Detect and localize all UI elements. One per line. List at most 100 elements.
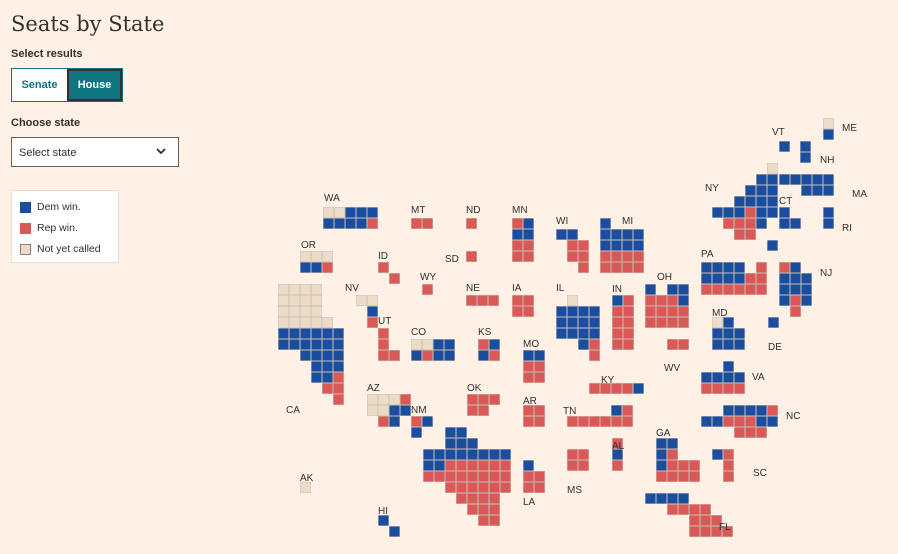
state-in[interactable]: [612, 295, 634, 350]
house-button[interactable]: House: [67, 69, 122, 101]
state-ky[interactable]: [589, 383, 644, 394]
state-la[interactable]: [523, 460, 545, 493]
state-vt[interactable]: [779, 141, 790, 152]
seat-dem: [345, 218, 356, 229]
legend-uncalled-label: Not yet called: [37, 243, 101, 255]
seat-rep: [523, 295, 534, 306]
state-mn[interactable]: [512, 218, 534, 262]
state-va[interactable]: [701, 361, 745, 394]
seat-uncalled: [322, 251, 333, 262]
state-az[interactable]: [367, 394, 411, 427]
seat-rep: [667, 504, 678, 515]
seat-dem: [500, 449, 511, 460]
state-hi[interactable]: [378, 515, 400, 537]
seat-dem: [723, 328, 734, 339]
seat-dem: [734, 372, 745, 383]
state-de[interactable]: [768, 317, 779, 328]
seat-dem: [423, 449, 434, 460]
seat-rep: [712, 383, 723, 394]
seat-rep: [711, 526, 722, 537]
seat-rep: [411, 218, 422, 229]
state-label-mi: MI: [622, 216, 633, 227]
state-label-oh: OH: [657, 272, 672, 283]
state-md[interactable]: [712, 317, 745, 350]
state-co[interactable]: [411, 339, 455, 361]
state-ma[interactable]: [779, 174, 834, 196]
seat-dem: [322, 361, 333, 372]
state-ak[interactable]: [300, 482, 311, 493]
seat-dem: [767, 185, 778, 196]
state-ct[interactable]: [779, 207, 801, 229]
state-ms[interactable]: [567, 449, 589, 471]
state-al[interactable]: [612, 438, 623, 471]
state-wv[interactable]: [667, 339, 689, 350]
seat-uncalled: [378, 405, 389, 416]
state-wi[interactable]: [556, 229, 589, 273]
state-ny[interactable]: [712, 163, 778, 251]
state-sd[interactable]: [466, 251, 477, 262]
state-nm[interactable]: [411, 416, 433, 438]
seat-rep: [478, 493, 489, 504]
state-wy[interactable]: [422, 284, 433, 295]
state-label-pa: PA: [701, 249, 714, 260]
seat-uncalled: [389, 394, 400, 405]
state-nd[interactable]: [466, 218, 477, 229]
state-ri[interactable]: [823, 207, 834, 229]
seat-dem: [311, 339, 322, 350]
state-ok[interactable]: [467, 394, 500, 416]
seat-rep: [489, 504, 500, 515]
seat-dem: [667, 438, 678, 449]
seat-dem: [622, 229, 633, 240]
seat-rep: [389, 350, 400, 361]
state-il[interactable]: [556, 295, 600, 361]
seat-rep: [434, 471, 445, 482]
seat-uncalled: [712, 317, 723, 328]
state-ia[interactable]: [512, 295, 534, 317]
seat-uncalled: [322, 317, 333, 328]
state-sc[interactable]: [712, 449, 734, 482]
state-nj[interactable]: [779, 262, 812, 317]
seat-dem: [756, 416, 767, 427]
state-ca[interactable]: [278, 284, 344, 405]
state-ar[interactable]: [523, 405, 545, 427]
state-pa[interactable]: [701, 262, 767, 295]
seat-dem: [456, 449, 467, 460]
state-mi[interactable]: [600, 218, 644, 273]
seat-dem: [801, 174, 812, 185]
seat-rep: [512, 251, 523, 262]
senate-button[interactable]: Senate: [21, 79, 58, 91]
state-label-ne: NE: [466, 283, 480, 294]
state-oh[interactable]: [645, 284, 689, 328]
state-me[interactable]: [823, 118, 834, 140]
seat-rep: [756, 273, 767, 284]
state-ne[interactable]: [466, 295, 499, 306]
seat-dem: [411, 350, 422, 361]
state-or[interactable]: [300, 251, 333, 273]
state-select[interactable]: Select state: [11, 137, 179, 167]
state-mt[interactable]: [411, 218, 433, 229]
state-wa[interactable]: [323, 207, 378, 229]
seat-dem: [467, 438, 478, 449]
seat-dem: [633, 229, 644, 240]
state-fl[interactable]: [645, 493, 733, 537]
seat-uncalled: [311, 284, 322, 295]
seat-dem: [289, 328, 300, 339]
legend-rep-label: Rep win.: [37, 222, 78, 234]
state-ga[interactable]: [656, 438, 700, 482]
state-mo[interactable]: [523, 350, 545, 383]
state-ut[interactable]: [378, 328, 400, 361]
state-label-wa: WA: [324, 193, 340, 204]
seat-rep: [745, 284, 756, 295]
state-ks[interactable]: [478, 339, 500, 361]
state-tx[interactable]: [423, 427, 511, 526]
state-id[interactable]: [378, 262, 400, 284]
seat-uncalled: [823, 118, 834, 129]
state-nv[interactable]: [356, 295, 378, 328]
seat-rep: [489, 515, 500, 526]
state-label-la: LA: [523, 497, 536, 508]
seat-uncalled: [300, 482, 311, 493]
state-nc[interactable]: [701, 405, 778, 438]
seat-dem: [723, 207, 734, 218]
state-nh[interactable]: [800, 141, 811, 163]
state-tn[interactable]: [567, 405, 633, 427]
